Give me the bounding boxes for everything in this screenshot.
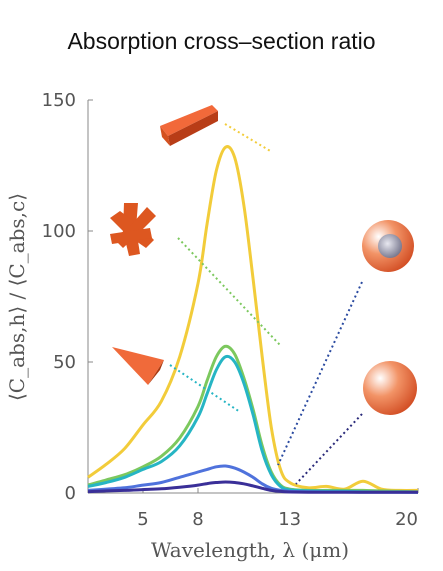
leader-sphere <box>295 413 363 485</box>
x-axis-label: Wavelength, λ (μm) <box>151 538 349 562</box>
y-tick-label: 50 <box>53 352 76 373</box>
rod-icon <box>160 105 218 146</box>
star-icon <box>110 203 156 256</box>
core-shell-sphere-icon <box>362 220 414 272</box>
sphere-icon <box>363 361 417 415</box>
y-tick-label: 0 <box>65 483 76 504</box>
series-line-sphere <box>87 480 418 494</box>
x-tick-label: 8 <box>192 509 203 530</box>
annotation-leaders <box>169 123 363 485</box>
y-axis-label: ⟨C_abs,h⟩ / ⟨C_abs,c⟩ <box>5 193 29 401</box>
series-line-rod <box>87 145 419 492</box>
x-tick-label: 5 <box>137 509 148 530</box>
x-tick-label: 20 <box>395 509 418 530</box>
y-tick-label: 100 <box>42 221 76 242</box>
chart-title: Absorption cross–section ratio <box>67 28 376 54</box>
leader-rod <box>224 123 273 153</box>
y-tick-label: 150 <box>42 90 76 111</box>
leader-triangle <box>169 364 241 413</box>
x-tick-label: 13 <box>278 509 301 530</box>
leader-star <box>177 237 281 346</box>
triangle-icon <box>112 347 164 385</box>
leader-core-shell <box>277 281 363 466</box>
